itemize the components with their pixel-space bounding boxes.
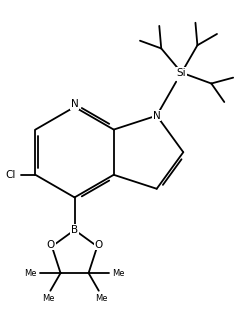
Text: N: N <box>153 111 161 121</box>
Text: B: B <box>71 225 78 235</box>
Text: Me: Me <box>24 268 36 278</box>
Text: O: O <box>47 240 55 250</box>
Text: N: N <box>71 99 78 109</box>
Text: Me: Me <box>95 294 107 303</box>
Text: Si: Si <box>177 68 186 78</box>
Text: Me: Me <box>113 268 125 278</box>
Text: O: O <box>94 240 102 250</box>
Text: Cl: Cl <box>5 170 16 180</box>
Text: Me: Me <box>42 294 54 303</box>
